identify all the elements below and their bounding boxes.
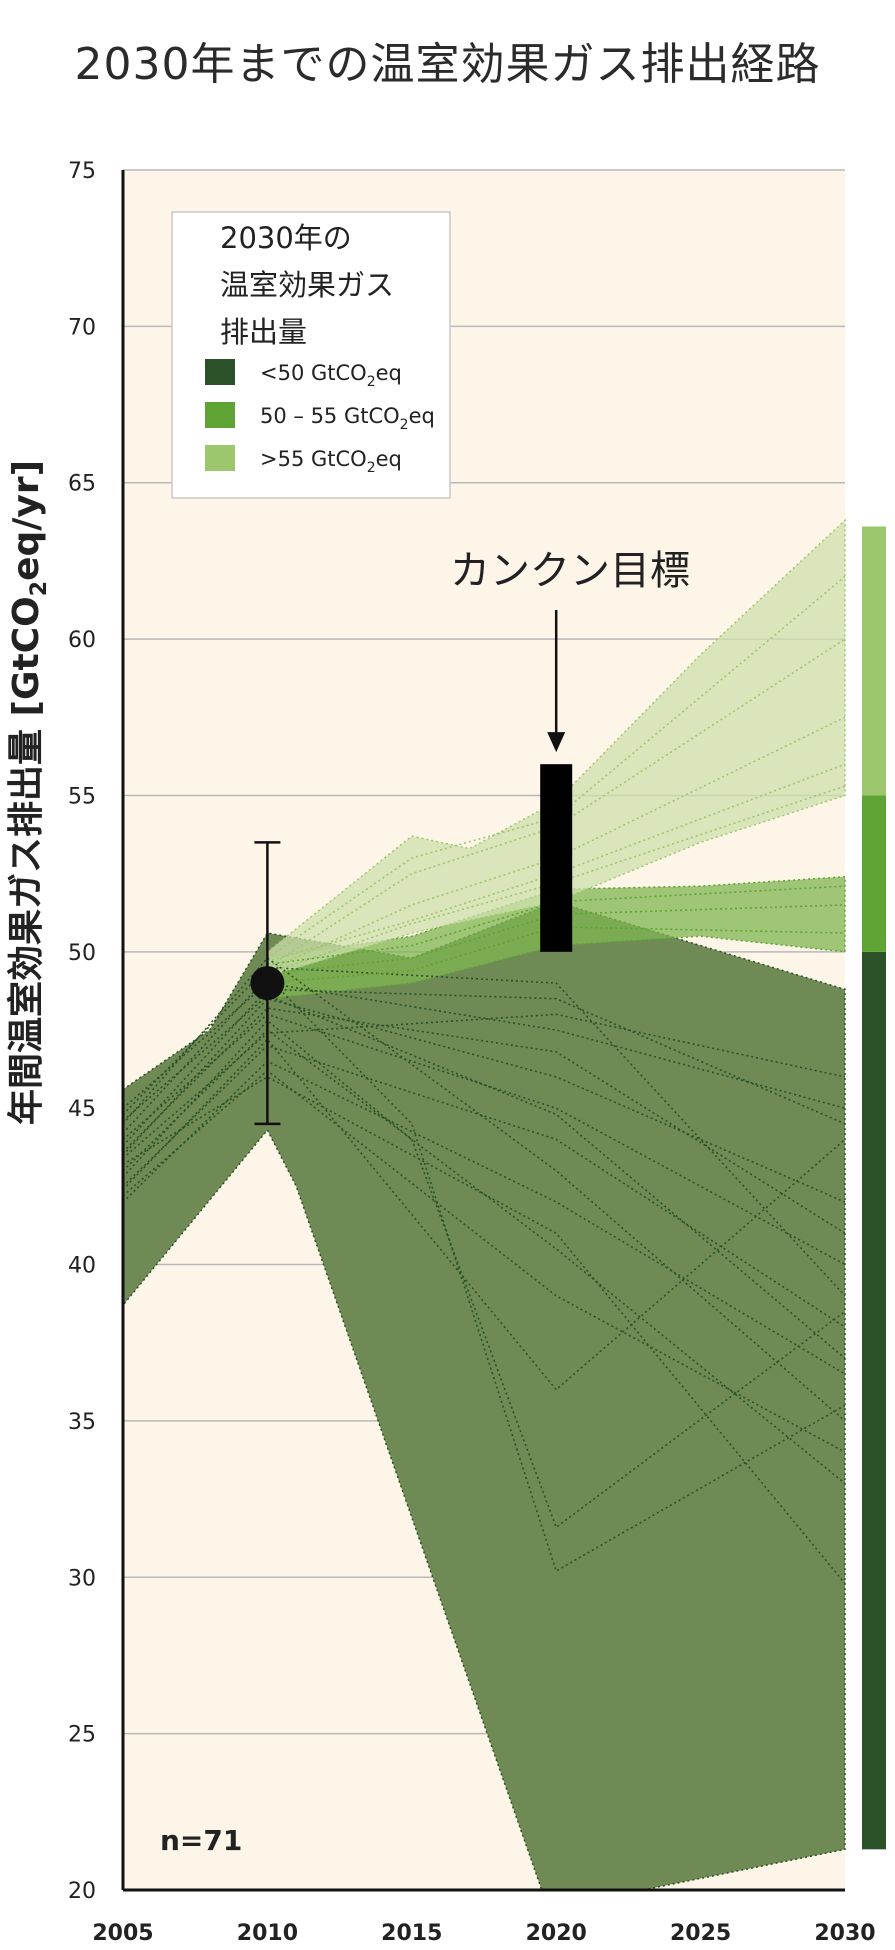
pathway-line-12: [122, 1038, 846, 1391]
y-tick-30: 30: [68, 1566, 96, 1591]
pathway-line-9: [122, 975, 846, 1573]
y-tick-25: 25: [68, 1723, 96, 1748]
pathway-line-16: [122, 1013, 846, 1159]
x-tick-2020: 2020: [526, 1921, 587, 1946]
legend-label-2: >55 GtCO2eq: [260, 447, 402, 476]
y-tick-70: 70: [68, 315, 96, 340]
pathway-line-20: [266, 638, 846, 969]
y-tick-75: 75: [68, 159, 96, 184]
pathway-line-4: [122, 1028, 846, 1485]
legend-title-line-1: 2030年の: [220, 221, 352, 255]
y-tick-65: 65: [68, 472, 96, 497]
x-tick-2015: 2015: [381, 1921, 442, 1946]
legend-label-2-pre: >55 GtCO: [260, 447, 367, 471]
data-point-2010: [250, 966, 285, 1001]
legend-label-0-sub: 2: [367, 374, 376, 390]
pathway-line-13: [122, 1007, 846, 1234]
side-color-bar: [862, 526, 886, 1850]
legend-label-1-post: eq: [409, 404, 435, 428]
pathway-line-3: [122, 982, 846, 1109]
x-tick-2030: 2030: [814, 1921, 875, 1946]
y-tick-50: 50: [68, 941, 96, 966]
pathway-lines: [122, 575, 846, 1585]
target-bar: [540, 764, 573, 952]
x-tick-2025: 2025: [670, 1921, 731, 1946]
y-tick-35: 35: [68, 1410, 96, 1435]
axes: [121, 170, 845, 1892]
pathway-line-24: [266, 575, 846, 959]
x-tick-2005: 2005: [92, 1921, 153, 1946]
side-bar-segment-0: [862, 951, 886, 1850]
pathway-line-15: [122, 1069, 846, 1453]
legend-label-1: 50 – 55 GtCO2eq: [260, 404, 435, 433]
y-tick-labels: 20 25 30 35 40 45 50 55 60 65 70 75: [68, 159, 96, 1904]
legend-box: [171, 211, 451, 499]
y-tick-45: 45: [68, 1097, 96, 1122]
y-tick-20: 20: [68, 1879, 96, 1904]
y-tick-60: 60: [68, 628, 96, 653]
legend-swatch-0: [205, 359, 235, 385]
x-tick-2010: 2010: [237, 1921, 298, 1946]
legend-title-line-2: 温室効果ガス: [220, 268, 394, 302]
legend-swatch-1: [205, 402, 235, 428]
pathway-line-7: [122, 988, 846, 1147]
pathway-line-2: [122, 1044, 846, 1328]
y-axis-label-main: 年間温室効果ガス排出量: [6, 716, 47, 1125]
legend-label-1-sub: 2: [400, 417, 409, 433]
pathway-line-6: [122, 1060, 846, 1375]
legend-label-0: <50 GtCO2eq: [260, 361, 402, 390]
pathway-line-11: [122, 966, 846, 1297]
y-axis-label: 年間温室効果ガス排出量 [GtCO2eq/yr]: [6, 460, 52, 1125]
band-2: [266, 518, 846, 978]
pathway-line-18: [267, 925, 846, 984]
target-label: カンクン目標: [450, 548, 690, 594]
legend-label-0-pre: <50 GtCO: [260, 361, 367, 385]
y-tick-55: 55: [68, 784, 96, 809]
legend-label-1-pre: 50 – 55 GtCO: [260, 404, 400, 428]
legend-title-line-3: 排出量: [220, 315, 307, 349]
legend-label-2-post: eq: [376, 447, 402, 471]
sample-size-annotation: n=71: [160, 1824, 242, 1857]
y-tick-40: 40: [68, 1254, 96, 1279]
pathway-line-14: [122, 994, 846, 1359]
pathway-line-22: [267, 763, 846, 962]
y-axis-label-unit-a: [GtCO: [6, 596, 47, 716]
pathway-line-21: [267, 716, 846, 972]
pathway-line-23: [267, 785, 846, 975]
markers: [250, 610, 573, 1126]
chart-title: 2030年までの温室効果ガス排出経路: [74, 39, 821, 90]
legend-label-0-post: eq: [376, 361, 402, 385]
legend-swatch-2: [205, 445, 235, 471]
band-0: [122, 900, 846, 1891]
legend-label-2-sub: 2: [367, 460, 376, 476]
side-bar-segment-1: [862, 795, 886, 952]
x-tick-labels: 2005 2010 2015 2020 2025 2030: [92, 1921, 875, 1946]
pathway-line-17: [267, 904, 846, 975]
pathway-line-19: [267, 885, 846, 966]
pathway-line-8: [122, 1019, 846, 1529]
y-axis-label-unit-b: eq/yr]: [6, 460, 47, 581]
pathway-line-5: [122, 1013, 846, 1266]
target-arrow-head: [547, 732, 566, 753]
side-bar-segment-2: [862, 526, 886, 796]
y-axis-label-unit-sub: 2: [27, 581, 52, 596]
